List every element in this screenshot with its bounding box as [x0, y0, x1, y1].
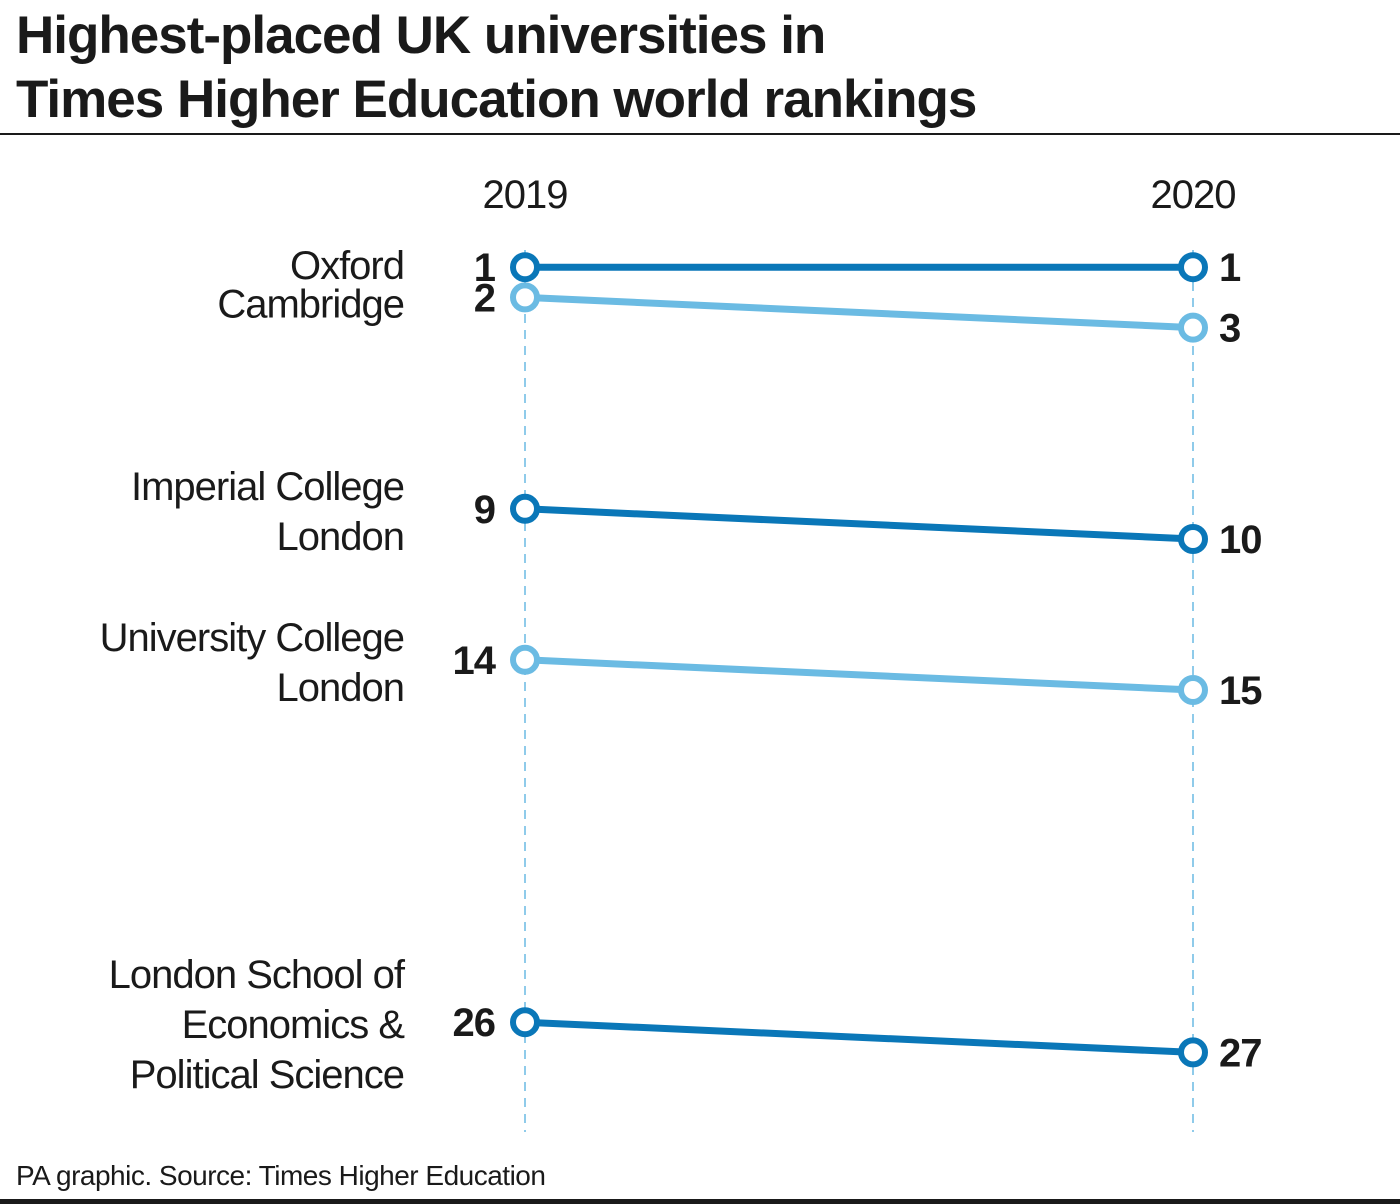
footer-divider — [0, 1199, 1400, 1204]
value-label-3-2020: 15 — [1219, 669, 1262, 713]
series-label-3: University College London — [100, 616, 404, 710]
value-label-4-2019: 26 — [453, 1001, 496, 1045]
series-label-4-line-0: London School of — [109, 953, 406, 997]
title-divider — [0, 133, 1400, 135]
series-points — [510, 252, 1208, 1068]
series-label-0: Oxford — [290, 244, 404, 288]
value-label-1-2019: 2 — [474, 276, 495, 320]
point-4-2019 — [510, 1007, 540, 1038]
point-1-2019 — [510, 282, 540, 313]
series-line-3 — [521, 656, 1197, 694]
series-line-1 — [521, 293, 1197, 332]
point-1-2020 — [1178, 312, 1208, 343]
value-label-0-2019: 1 — [474, 246, 496, 290]
series-label-3-line-1: London — [277, 666, 404, 710]
value-label-1-2020: 3 — [1219, 307, 1240, 351]
point-0-2020 — [1178, 252, 1208, 283]
gridlines — [524, 250, 1194, 1132]
point-3-2019 — [510, 644, 540, 675]
series-label-0-line-0: Oxford — [290, 244, 404, 288]
series-label-4: London School of Economics & Political Sci… — [109, 953, 406, 1097]
chart-title: Highest-placed UK universities in Times … — [16, 4, 977, 132]
series-line-4 — [521, 1018, 1197, 1056]
year-label-2020: 2020 — [1151, 173, 1236, 217]
point-3-2020 — [1178, 675, 1208, 705]
chart-title-line-1: Highest-placed UK universities in — [16, 6, 826, 65]
series-label-4-line-2: Political Science — [130, 1053, 404, 1097]
year-labels: 2019 2020 — [483, 173, 1237, 217]
value-label-3-2019: 14 — [453, 639, 497, 683]
year-label-2019: 2019 — [483, 173, 568, 217]
value-label-0-2020: 1 — [1219, 246, 1241, 290]
value-label-2-2019: 9 — [474, 488, 495, 532]
point-2-2019 — [510, 493, 540, 524]
value-label-2-2020: 10 — [1219, 518, 1262, 562]
source-note: PA graphic. Source: Times Higher Educati… — [16, 1160, 546, 1191]
series-label-2-line-0: Imperial College — [131, 465, 404, 509]
series-label-2: Imperial College London — [131, 465, 404, 559]
series-label-3-line-0: University College — [100, 616, 404, 660]
series-lines — [521, 263, 1197, 1056]
point-4-2020 — [1178, 1037, 1208, 1068]
series-label-4-line-1: Economics & — [182, 1003, 406, 1047]
value-label-4-2020: 27 — [1219, 1031, 1262, 1075]
series-label-1-line-0: Cambridge — [217, 282, 404, 326]
chart-title-line-2: Times Higher Education world rankings — [16, 70, 977, 129]
series-label-2-line-1: London — [277, 515, 404, 559]
point-0-2019 — [510, 252, 540, 283]
point-2-2020 — [1178, 524, 1208, 554]
series-label-1: Cambridge — [217, 282, 404, 326]
series-line-2 — [521, 505, 1197, 543]
